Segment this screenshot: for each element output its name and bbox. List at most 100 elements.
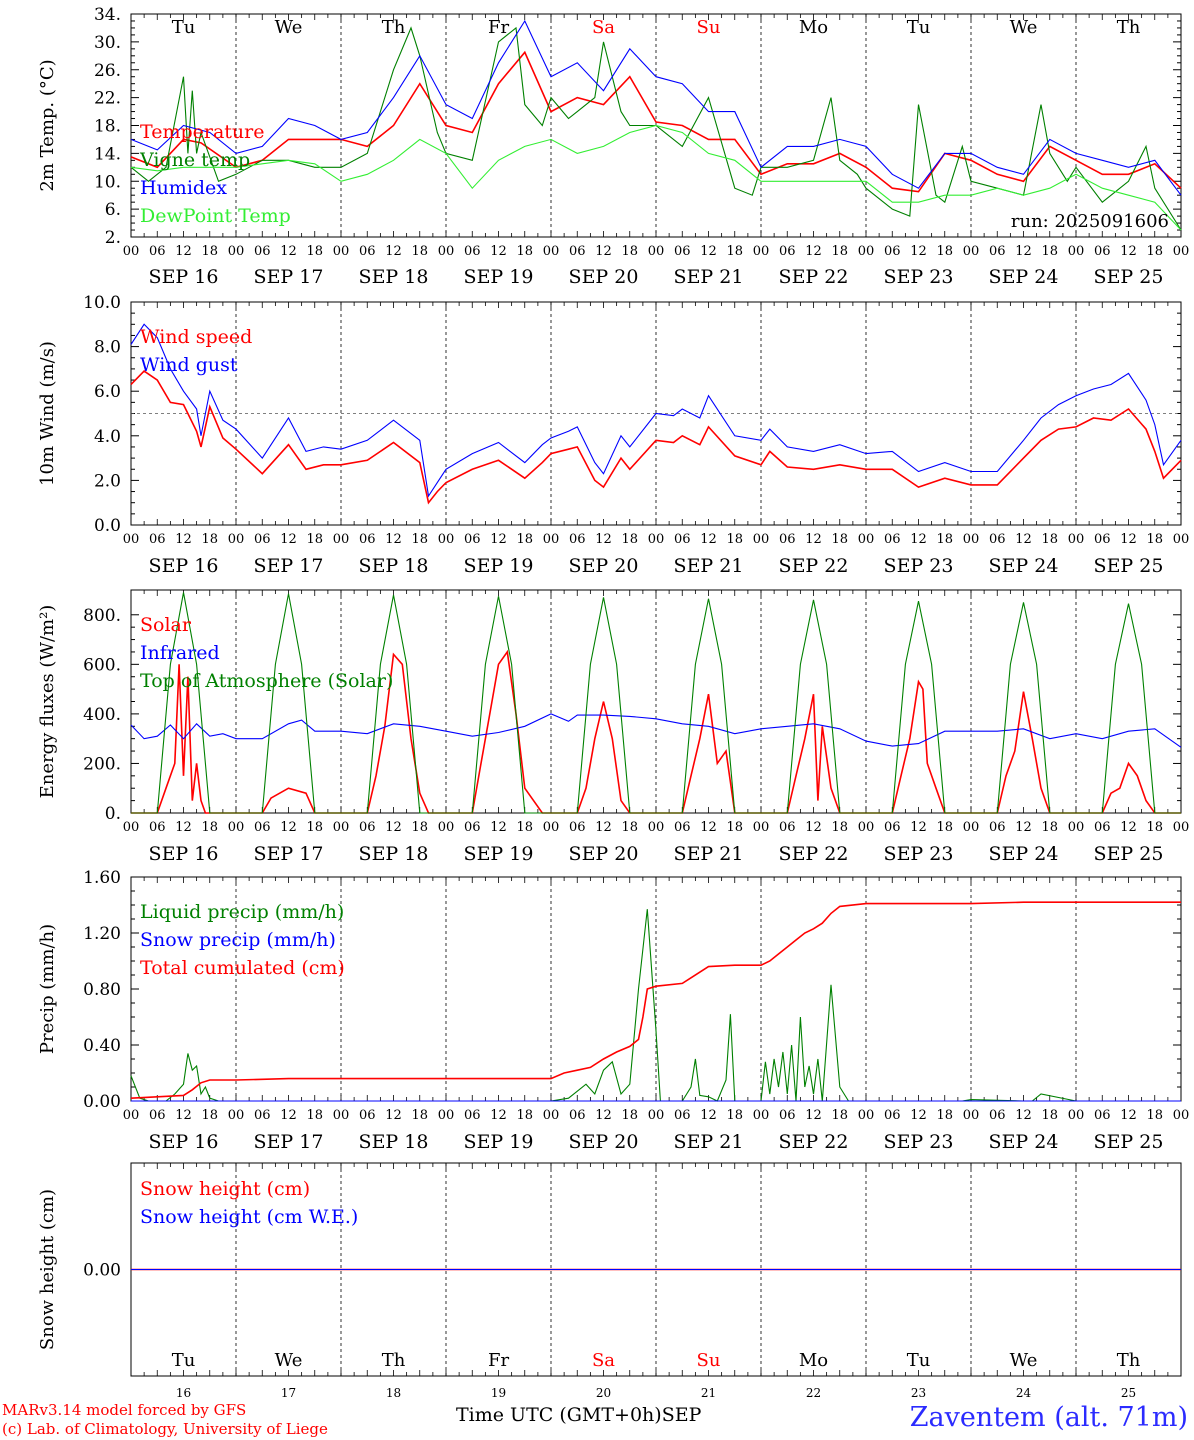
legend-entry: Humidex xyxy=(140,177,227,199)
hour-tick-label: 12 xyxy=(1015,532,1032,547)
series-line-wind-gust xyxy=(130,323,1182,498)
hour-tick-label: 12 xyxy=(700,244,717,259)
y-tick-label: 2.0 xyxy=(94,471,121,491)
date-label: SEP 18 xyxy=(359,555,429,577)
day-number-label: 24 xyxy=(1016,1386,1032,1400)
hour-tick-label: 06 xyxy=(989,1108,1006,1123)
y-tick-label: 14. xyxy=(94,144,121,164)
hour-tick-label: 12 xyxy=(910,532,927,547)
hour-tick-label: 00 xyxy=(543,244,560,259)
hour-tick-label: 00 xyxy=(438,820,455,835)
hour-tick-label: 18 xyxy=(1041,244,1058,259)
y-tick-label: 34. xyxy=(94,5,121,25)
model-credit: MARv3.14 model forced by GFS xyxy=(2,1401,247,1419)
panel-2: 10.0 8.0 6.0 4.0 2.0 0.0 10m Wind (m/s) Wind sp… xyxy=(37,293,1189,577)
hour-tick-label: 18 xyxy=(726,532,743,547)
weekday-label: Tu xyxy=(172,1350,196,1371)
y-tick-label: 800. xyxy=(83,606,121,626)
hour-tick-label: 12 xyxy=(280,244,297,259)
hour-tick-label: 18 xyxy=(306,532,323,547)
y-tick-label: 0.0 xyxy=(94,516,121,536)
date-label: SEP 25 xyxy=(1094,266,1164,288)
hour-tick-label: 12 xyxy=(175,532,192,547)
weekday-label: Th xyxy=(382,1350,406,1371)
hour-tick-label: 12 xyxy=(910,820,927,835)
date-label: SEP 17 xyxy=(254,843,324,865)
hour-tick-label: 06 xyxy=(149,532,166,547)
y-axis-title: 10m Wind (m/s) xyxy=(37,341,58,486)
hour-tick-label: 00 xyxy=(333,244,350,259)
hour-tick-label: 00 xyxy=(228,244,245,259)
hour-tick-label: 06 xyxy=(464,820,481,835)
date-label: SEP 23 xyxy=(884,555,954,577)
hour-tick-label: 00 xyxy=(333,1108,350,1123)
hour-tick-label: 00 xyxy=(123,1108,140,1123)
y-tick-label: 26. xyxy=(94,61,121,81)
y-tick-label: 10. xyxy=(94,172,121,192)
hour-tick-label: 06 xyxy=(254,532,271,547)
y-tick-label: 0. xyxy=(105,804,121,824)
day-number-label: 21 xyxy=(701,1386,716,1400)
date-label: SEP 25 xyxy=(1094,843,1164,865)
hour-tick-label: 06 xyxy=(884,244,901,259)
weekday-label: Tu xyxy=(907,1350,931,1371)
date-label: SEP 18 xyxy=(359,843,429,865)
date-label: SEP 22 xyxy=(779,555,849,577)
date-label: SEP 22 xyxy=(779,843,849,865)
hour-tick-label: 12 xyxy=(595,1108,612,1123)
date-label: SEP 19 xyxy=(464,843,534,865)
hour-tick-label: 00 xyxy=(1173,532,1190,547)
series-line-infrared xyxy=(130,713,1182,748)
date-label: SEP 24 xyxy=(989,555,1059,577)
hour-tick-label: 00 xyxy=(1068,1108,1085,1123)
x-axis-title-text: Time UTC (GMT+0h) xyxy=(456,1404,662,1426)
weekday-label: Tu xyxy=(172,17,196,38)
hour-tick-label: 06 xyxy=(359,244,376,259)
hour-tick-label: 12 xyxy=(175,244,192,259)
weekday-label: Fr xyxy=(488,1350,509,1371)
y-tick-label: 1.60 xyxy=(83,868,121,888)
hour-tick-label: 00 xyxy=(123,244,140,259)
hour-tick-label: 06 xyxy=(569,532,586,547)
hour-tick-label: 06 xyxy=(1094,244,1111,259)
date-label: SEP 17 xyxy=(254,1131,324,1153)
hour-tick-label: 18 xyxy=(936,244,953,259)
hour-tick-label: 00 xyxy=(858,532,875,547)
plot-frame xyxy=(130,589,1182,814)
station-name: Zaventem (alt. 71m) xyxy=(909,1402,1188,1433)
hour-tick-label: 00 xyxy=(753,244,770,259)
hour-tick-label: 06 xyxy=(359,1108,376,1123)
weekday-label: Su xyxy=(697,17,721,38)
hour-tick-label: 00 xyxy=(963,532,980,547)
hour-tick-label: 00 xyxy=(1173,244,1190,259)
hour-tick-label: 00 xyxy=(1068,532,1085,547)
date-label: SEP 19 xyxy=(464,266,534,288)
hour-tick-label: 12 xyxy=(385,820,402,835)
hour-tick-label: 06 xyxy=(254,244,271,259)
hour-tick-label: 06 xyxy=(149,1108,166,1123)
y-tick-label: 22. xyxy=(94,89,121,109)
y-tick-label: 6.0 xyxy=(94,382,121,402)
y-tick-label: 10.0 xyxy=(83,293,121,313)
hour-tick-label: 06 xyxy=(569,820,586,835)
hour-tick-label: 00 xyxy=(543,532,560,547)
day-number-label: 18 xyxy=(386,1386,401,1400)
weekday-label: Th xyxy=(1117,17,1141,38)
date-label: SEP 21 xyxy=(674,555,744,577)
series-line-temperature xyxy=(130,50,1182,193)
hour-tick-label: 06 xyxy=(1094,1108,1111,1123)
hour-tick-label: 12 xyxy=(1015,1108,1032,1123)
hour-tick-label: 12 xyxy=(175,1108,192,1123)
date-label: SEP 21 xyxy=(674,1131,744,1153)
series-line-top-of-atmosphere-solar xyxy=(131,592,1181,814)
hour-tick-label: 12 xyxy=(280,820,297,835)
hour-tick-label: 00 xyxy=(1068,244,1085,259)
hour-tick-label: 18 xyxy=(1146,820,1163,835)
hour-tick-label: 00 xyxy=(123,820,140,835)
hour-tick-label: 12 xyxy=(700,1108,717,1123)
hour-tick-label: 18 xyxy=(621,532,638,547)
hour-tick-label: 00 xyxy=(648,244,665,259)
hour-tick-label: 12 xyxy=(280,532,297,547)
hour-tick-label: 12 xyxy=(910,1108,927,1123)
hour-tick-label: 00 xyxy=(858,1108,875,1123)
